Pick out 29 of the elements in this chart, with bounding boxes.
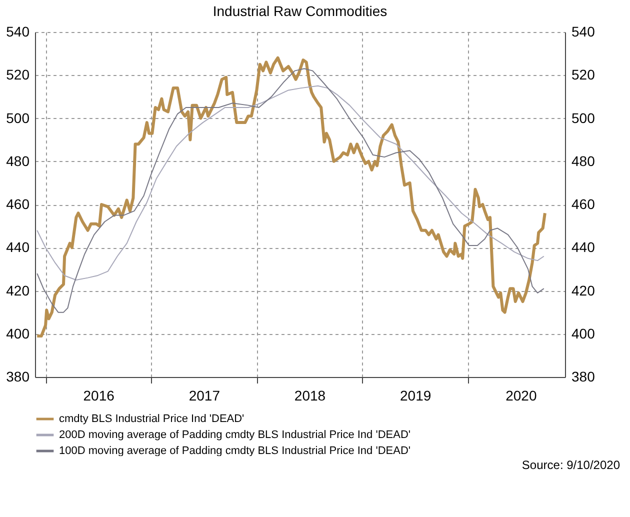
y-tick-label: 380 bbox=[6, 368, 30, 384]
y2-tick-label: 480 bbox=[572, 152, 596, 169]
y2-tick-label: 500 bbox=[572, 110, 596, 126]
x-tick-label: 2020 bbox=[506, 388, 537, 404]
x-tick-label: 2017 bbox=[188, 388, 220, 404]
line-series bbox=[36, 85, 544, 280]
y2-tick-label: 460 bbox=[572, 196, 596, 212]
y-tick-label: 520 bbox=[6, 66, 30, 83]
legend-label: cmdty BLS Industrial Price Ind 'DEAD' bbox=[59, 413, 244, 425]
y2-tick-label: 420 bbox=[572, 282, 596, 298]
y-tick-label: 440 bbox=[6, 239, 30, 256]
y2-tick-label: 540 bbox=[572, 24, 596, 40]
x-tick-label: 2018 bbox=[294, 388, 326, 404]
y-tick-label: 500 bbox=[6, 110, 30, 126]
source-note: Source: 9/10/2020 bbox=[520, 458, 620, 472]
y-tick-label: 420 bbox=[6, 282, 30, 298]
y2-tick-label: 400 bbox=[572, 325, 596, 342]
legend-label: 100D moving average of Padding cmdty BLS Industrial Price Ind 'DEAD' bbox=[59, 445, 410, 457]
x-tick-label: 2016 bbox=[83, 388, 115, 404]
chart-title: Industrial Raw Commodities bbox=[212, 3, 388, 19]
y-tick-label: 540 bbox=[6, 24, 30, 40]
y2-tick-label: 520 bbox=[572, 66, 596, 83]
legend-label: 200D moving average of Padding cmdty BLS Industrial Price Ind 'DEAD' bbox=[59, 429, 410, 441]
y2-tick-label: 440 bbox=[572, 239, 596, 256]
y-tick-label: 400 bbox=[6, 325, 30, 342]
y-tick-label: 480 bbox=[6, 152, 30, 169]
y-tick-label: 460 bbox=[6, 196, 30, 212]
y2-tick-label: 380 bbox=[572, 368, 596, 384]
x-tick-label: 2019 bbox=[400, 388, 432, 404]
